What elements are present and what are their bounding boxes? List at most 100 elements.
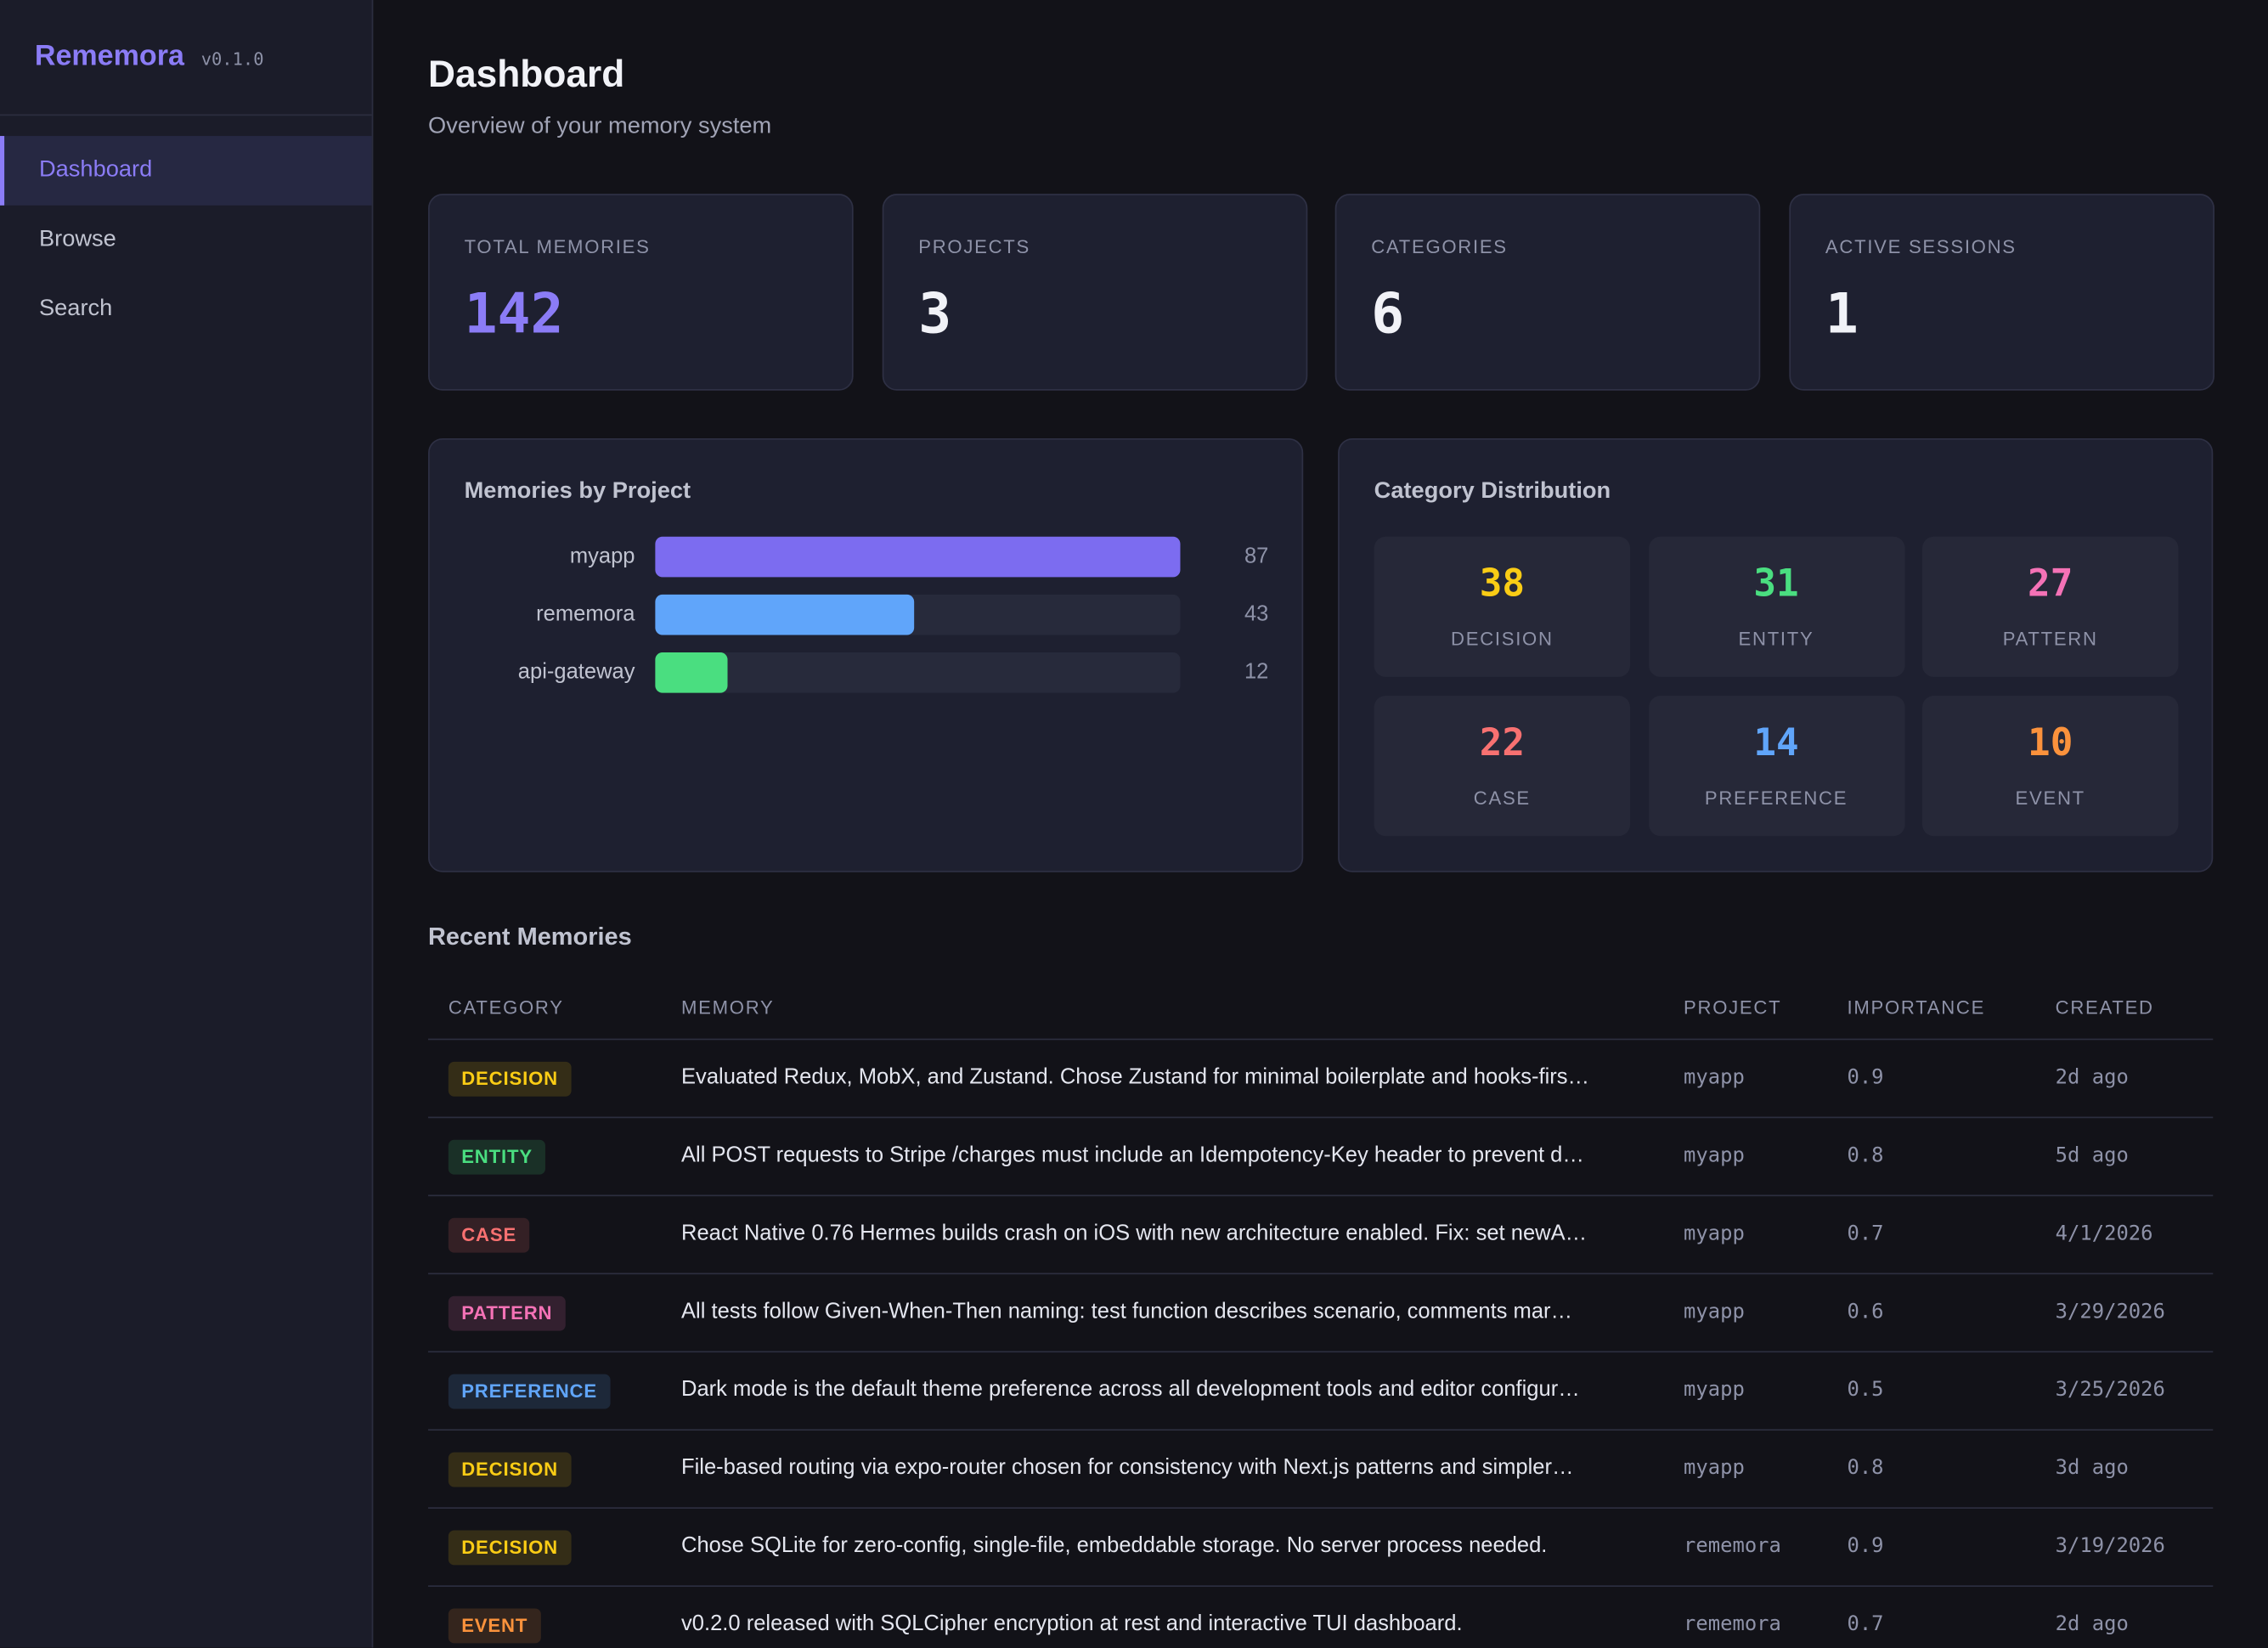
nav-item[interactable]: Browse bbox=[38, 227, 116, 252]
stat-value: 142 bbox=[464, 282, 564, 346]
bar-label: myapp bbox=[569, 544, 635, 569]
importance: 0.9 bbox=[1847, 1065, 1884, 1090]
column-header: PROJECT bbox=[1684, 996, 1782, 1019]
bar bbox=[655, 652, 728, 693]
column-header: MEMORY bbox=[681, 996, 775, 1019]
category-box: 10 EVENT bbox=[1922, 696, 2179, 837]
table-row[interactable]: DECISION File-based routing via expo-rout… bbox=[428, 1429, 2214, 1509]
bar bbox=[655, 536, 1181, 578]
created: 2d ago bbox=[2055, 1612, 2129, 1636]
importance: 0.8 bbox=[1847, 1456, 1884, 1480]
category-badge: EVENT bbox=[448, 1608, 541, 1644]
project: myapp bbox=[1684, 1300, 1745, 1324]
bar bbox=[655, 594, 915, 635]
stat-value: 1 bbox=[1825, 282, 1859, 346]
category-label: CASE bbox=[1473, 787, 1531, 809]
table-row[interactable]: DECISION Evaluated Redux, MobX, and Zusta… bbox=[428, 1038, 2214, 1119]
category-box: 22 CASE bbox=[1374, 696, 1631, 837]
stat-card: ACTIVE SESSIONS 1 bbox=[1789, 194, 2214, 391]
nav-item[interactable]: Dashboard bbox=[0, 136, 372, 206]
category-box: 38 DECISION bbox=[1374, 536, 1631, 677]
category-label: ENTITY bbox=[1738, 628, 1814, 650]
created: 3d ago bbox=[2055, 1456, 2129, 1480]
created: 4/1/2026 bbox=[2055, 1222, 2153, 1246]
category-box: 14 PREFERENCE bbox=[1648, 696, 1904, 837]
importance: 0.6 bbox=[1847, 1300, 1884, 1324]
project: myapp bbox=[1684, 1222, 1745, 1246]
bar-track bbox=[655, 594, 1181, 635]
memory-text: File-based routing via expo-router chose… bbox=[681, 1455, 1574, 1480]
stat-label: CATEGORIES bbox=[1371, 235, 1508, 258]
panel-title: Category Distribution bbox=[1374, 478, 1611, 504]
memory-text: Chose SQLite for zero-config, single-fil… bbox=[681, 1532, 1548, 1558]
stat-value: 6 bbox=[1371, 282, 1405, 346]
importance: 0.8 bbox=[1847, 1143, 1884, 1168]
category-count: 38 bbox=[1479, 562, 1526, 607]
project-panel: Memories by Project myapp 87 rememora 43 api-… bbox=[428, 437, 1304, 872]
category-badge: ENTITY bbox=[448, 1139, 546, 1175]
category-count: 14 bbox=[1753, 721, 1799, 765]
nav-item[interactable]: Search bbox=[38, 296, 113, 322]
created: 5d ago bbox=[2055, 1143, 2129, 1168]
table-row[interactable]: EVENT v0.2.0 released with SQLCipher encr… bbox=[428, 1585, 2214, 1647]
page-title: Dashboard bbox=[428, 52, 625, 96]
stat-label: TOTAL MEMORIES bbox=[464, 235, 651, 258]
divider bbox=[0, 114, 372, 116]
category-box: 31 ENTITY bbox=[1648, 536, 1904, 677]
category-count: 27 bbox=[2028, 562, 2073, 607]
column-header: IMPORTANCE bbox=[1847, 996, 1986, 1019]
memory-text: All tests follow Given-When-Then naming:… bbox=[681, 1299, 1573, 1324]
bar-label: rememora bbox=[536, 601, 635, 627]
category-box: 27 PATTERN bbox=[1922, 536, 2179, 677]
bar-value: 43 bbox=[1244, 601, 1269, 627]
memory-text: All POST requests to Stripe /charges mus… bbox=[681, 1143, 1584, 1168]
category-label: PREFERENCE bbox=[1704, 787, 1848, 809]
stat-card: CATEGORIES 6 bbox=[1334, 194, 1761, 391]
table-row[interactable]: ENTITY All POST requests to Stripe /charg… bbox=[428, 1116, 2214, 1197]
category-badge: DECISION bbox=[448, 1061, 572, 1097]
created: 3/19/2026 bbox=[2055, 1534, 2165, 1558]
memory-text: Dark mode is the default theme preferenc… bbox=[681, 1377, 1580, 1402]
category-badge: DECISION bbox=[448, 1452, 572, 1487]
memory-text: Evaluated Redux, MobX, and Zustand. Chos… bbox=[681, 1064, 1590, 1090]
memory-text: React Native 0.76 Hermes builds crash on… bbox=[681, 1221, 1588, 1246]
sidebar: Rememora v0.1.0 Dashboard Browse Search bbox=[0, 0, 374, 1648]
logo[interactable]: Rememora bbox=[34, 40, 184, 73]
stat-card: PROJECTS 3 bbox=[882, 194, 1308, 391]
section-title: Recent Memories bbox=[428, 923, 632, 951]
bar-track bbox=[655, 652, 1181, 693]
category-label: EVENT bbox=[2015, 787, 2085, 809]
category-badge: PATTERN bbox=[448, 1295, 566, 1331]
table-row[interactable]: DECISION Chose SQLite for zero-config, si… bbox=[428, 1507, 2214, 1587]
bar-label: api-gateway bbox=[517, 659, 635, 685]
stat-card: TOTAL MEMORIES 142 bbox=[428, 194, 854, 391]
panel-title: Memories by Project bbox=[464, 478, 691, 504]
page-subtitle: Overview of your memory system bbox=[428, 114, 772, 139]
stat-value: 3 bbox=[918, 282, 952, 346]
project: myapp bbox=[1684, 1065, 1745, 1090]
project: rememora bbox=[1684, 1534, 1781, 1558]
category-badge: PREFERENCE bbox=[448, 1374, 611, 1409]
category-panel: Category Distribution 38 DECISION 31 ENTITY 2… bbox=[1338, 437, 2214, 872]
category-badge: DECISION bbox=[448, 1530, 572, 1566]
category-count: 10 bbox=[2028, 721, 2073, 765]
importance: 0.9 bbox=[1847, 1534, 1884, 1558]
stat-label: PROJECTS bbox=[918, 235, 1030, 258]
bar-value: 12 bbox=[1244, 659, 1269, 685]
table-row[interactable]: CASE React Native 0.76 Hermes builds cras… bbox=[428, 1194, 2214, 1275]
category-label: DECISION bbox=[1451, 628, 1554, 650]
bar-track bbox=[655, 536, 1181, 578]
table-row[interactable]: PREFERENCE Dark mode is the default theme… bbox=[428, 1351, 2214, 1431]
created: 2d ago bbox=[2055, 1065, 2129, 1090]
importance: 0.7 bbox=[1847, 1222, 1884, 1246]
memory-text: v0.2.0 released with SQLCipher encryptio… bbox=[681, 1611, 1463, 1636]
column-header: CATEGORY bbox=[448, 996, 564, 1019]
project: myapp bbox=[1684, 1378, 1745, 1402]
category-badge: CASE bbox=[448, 1217, 530, 1253]
stat-label: ACTIVE SESSIONS bbox=[1825, 235, 2017, 258]
version: v0.1.0 bbox=[200, 48, 264, 70]
importance: 0.5 bbox=[1847, 1378, 1884, 1402]
project: myapp bbox=[1684, 1143, 1745, 1168]
table-row[interactable]: PATTERN All tests follow Given-When-Then … bbox=[428, 1273, 2214, 1352]
